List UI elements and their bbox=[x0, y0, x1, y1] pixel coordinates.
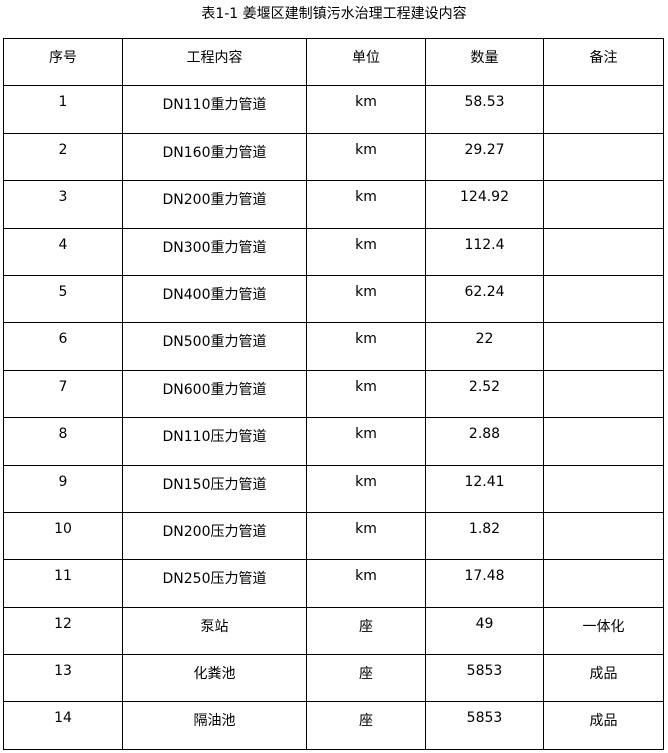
cell-project-content: DN600重力管道 bbox=[122, 369, 307, 419]
cell-serial-number: 5 bbox=[3, 274, 123, 324]
cell-project-content: DN500重力管道 bbox=[122, 322, 307, 371]
cell-remarks: 成品 bbox=[543, 701, 664, 750]
cell-serial-number: 2 bbox=[3, 132, 123, 182]
cell-serial-number: 3 bbox=[3, 180, 123, 229]
table-row: 14 隔油池座 5853 成品 bbox=[3, 701, 664, 750]
table-row: 8 DN110压力管道 km 2.88 bbox=[3, 417, 664, 466]
cell-project-content: 隔油池 bbox=[122, 701, 307, 750]
cell-quantity: 17.48 bbox=[425, 559, 544, 608]
table-row: 6 DN500重力管道 km 22 bbox=[3, 322, 664, 371]
cell-unit: km bbox=[306, 417, 426, 466]
cell-remarks bbox=[543, 274, 664, 324]
cell-project-content: 化粪池 bbox=[122, 654, 307, 703]
cell-unit: km bbox=[306, 274, 426, 324]
cell-serial-number: 8 bbox=[3, 417, 123, 466]
table-row: 11 DN250压力管道 km 17.48 bbox=[3, 559, 664, 608]
cell-project-content: DN200压力管道 bbox=[122, 511, 307, 561]
cell-project-content: DN400重力管道 bbox=[122, 274, 307, 324]
table-row: 1 DN110重力管道 km 58.53 bbox=[3, 85, 664, 134]
cell-serial-number: 6 bbox=[3, 322, 123, 371]
header-project-content: 工程内容 bbox=[122, 37, 307, 87]
cell-quantity: 2.88 bbox=[425, 417, 544, 466]
table-row: 10 DN200压力管道 km 1.82 bbox=[3, 511, 664, 561]
header-remarks: 备注 bbox=[543, 37, 664, 87]
cell-quantity: 49 bbox=[425, 606, 544, 656]
cell-unit: km bbox=[306, 322, 426, 371]
table-header-row: 序号 工程内容 单位 数量 备注 bbox=[3, 37, 664, 87]
cell-unit: km bbox=[306, 369, 426, 419]
cell-quantity: 62.24 bbox=[425, 274, 544, 324]
cell-project-content: DN110压力管道 bbox=[122, 417, 307, 466]
cell-project-content: DN200重力管道 bbox=[122, 180, 307, 229]
cell-serial-number: 1 bbox=[3, 85, 123, 134]
cell-serial-number: 9 bbox=[3, 464, 123, 513]
cell-remarks bbox=[543, 511, 664, 561]
cell-unit: km bbox=[306, 227, 426, 276]
cell-project-content: DN160重力管道 bbox=[122, 132, 307, 182]
cell-project-content: DN150压力管道 bbox=[122, 464, 307, 513]
table-row: 13 化粪池座 5853 成品 bbox=[3, 654, 664, 703]
cell-quantity: 12.41 bbox=[425, 464, 544, 513]
cell-remarks bbox=[543, 180, 664, 229]
cell-unit: km bbox=[306, 85, 426, 134]
cell-unit: km bbox=[306, 559, 426, 608]
table-row: 4 DN300重力管道 km 112.4 bbox=[3, 227, 664, 276]
cell-serial-number: 13 bbox=[3, 654, 123, 703]
cell-remarks bbox=[543, 322, 664, 371]
cell-project-content: DN300重力管道 bbox=[122, 227, 307, 276]
cell-quantity: 5853 bbox=[425, 701, 544, 750]
header-unit: 单位 bbox=[306, 37, 426, 87]
table-row: 9 DN150压力管道 km 12.41 bbox=[3, 464, 664, 513]
cell-remarks bbox=[543, 464, 664, 513]
cell-quantity: 5853 bbox=[425, 654, 544, 703]
cell-quantity: 124.92 bbox=[425, 180, 544, 229]
cell-unit: km bbox=[306, 511, 426, 561]
table-row: 3 DN200重力管道 km 124.92 bbox=[3, 180, 664, 229]
cell-unit: km bbox=[306, 180, 426, 229]
cell-serial-number: 14 bbox=[3, 701, 123, 750]
table-row: 2 DN160重力管道 km 29.27 bbox=[3, 132, 664, 182]
cell-unit: km bbox=[306, 464, 426, 513]
cell-quantity: 58.53 bbox=[425, 85, 544, 134]
cell-remarks bbox=[543, 132, 664, 182]
cell-unit: 座 bbox=[306, 606, 426, 656]
cell-remarks: 一体化 bbox=[543, 606, 664, 656]
cell-serial-number: 4 bbox=[3, 227, 123, 276]
table-row: 5 DN400重力管道 km 62.24 bbox=[3, 274, 664, 324]
construction-content-table: 序号 工程内容 单位 数量 备注 1 DN110重力管道 km 58.53 2 DN160重力管道 k… bbox=[3, 37, 664, 750]
cell-project-content: DN110重力管道 bbox=[122, 85, 307, 134]
cell-remarks: 成品 bbox=[543, 654, 664, 703]
cell-quantity: 112.4 bbox=[425, 227, 544, 276]
cell-serial-number: 10 bbox=[3, 511, 123, 561]
cell-quantity: 22 bbox=[425, 322, 544, 371]
cell-unit: km bbox=[306, 132, 426, 182]
cell-project-content: DN250压力管道 bbox=[122, 559, 307, 608]
table-row: 7 DN600重力管道 km 2.52 bbox=[3, 369, 664, 419]
table-title: 表1-1 姜堰区建制镇污水治理工程建设内容 bbox=[201, 6, 467, 22]
cell-remarks bbox=[543, 417, 664, 466]
cell-quantity: 29.27 bbox=[425, 132, 544, 182]
cell-serial-number: 12 bbox=[3, 606, 123, 656]
cell-project-content: 泵站 bbox=[122, 606, 307, 656]
table-row: 12 泵站座 49 一体化 bbox=[3, 606, 664, 656]
header-quantity: 数量 bbox=[425, 37, 544, 87]
cell-unit: 座 bbox=[306, 701, 426, 750]
cell-remarks bbox=[543, 227, 664, 276]
cell-remarks bbox=[543, 369, 664, 419]
cell-serial-number: 7 bbox=[3, 369, 123, 419]
cell-remarks bbox=[543, 559, 664, 608]
cell-quantity: 1.82 bbox=[425, 511, 544, 561]
cell-quantity: 2.52 bbox=[425, 369, 544, 419]
cell-remarks bbox=[543, 85, 664, 134]
header-serial-number: 序号 bbox=[3, 37, 123, 87]
cell-unit: 座 bbox=[306, 654, 426, 703]
cell-serial-number: 11 bbox=[3, 559, 123, 608]
